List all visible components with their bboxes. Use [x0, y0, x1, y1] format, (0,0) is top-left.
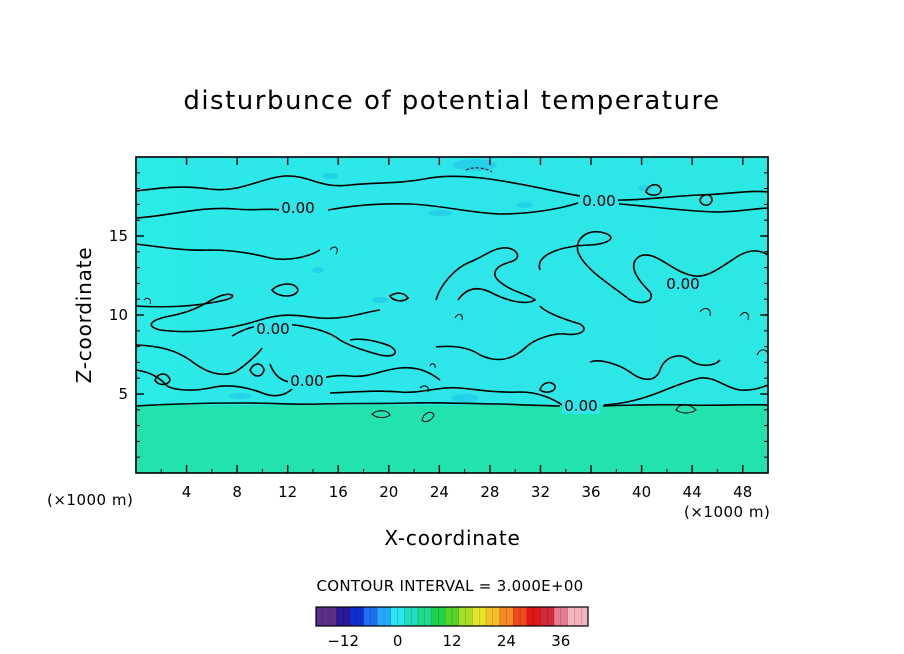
- colorbar-cell: [560, 607, 568, 626]
- chart-title: disturbunce of potential temperature: [183, 86, 721, 116]
- colorbar-cell: [465, 607, 473, 626]
- colorbar-tick-label: 36: [551, 632, 570, 650]
- contour-label: 0.00: [582, 192, 615, 210]
- colorbar-cell: [499, 607, 507, 626]
- colorbar-cell: [316, 607, 324, 626]
- x-tick-label: 20: [379, 483, 398, 501]
- x-tick-label: 48: [733, 483, 752, 501]
- colorbar-cell: [343, 607, 351, 626]
- colorbar-tick-label: 0: [393, 632, 403, 650]
- x-tick-label: 16: [329, 483, 348, 501]
- colorbar-cell: [458, 607, 466, 626]
- colorbar-cell: [438, 607, 446, 626]
- contour-label: 0.00: [564, 397, 597, 415]
- colorbar-cell: [452, 607, 460, 626]
- contour-interval-label: CONTOUR INTERVAL = 3.000E+00: [316, 577, 584, 595]
- colorbar-cell: [370, 607, 378, 626]
- colorbar-cell: [540, 607, 548, 626]
- y-ticks: 5 10 15: [109, 172, 768, 458]
- field-layer: 0.00 0.00 0.00 0.00 0.00 0.00: [136, 157, 768, 473]
- colorbar-cell: [356, 607, 364, 626]
- colorbar-cell: [581, 607, 589, 626]
- y-tick-label: 5: [118, 385, 128, 403]
- contour-label: 0.00: [256, 320, 289, 338]
- colorbar-cell: [472, 607, 480, 626]
- x-unit-label-right: (×1000 m): [684, 503, 771, 521]
- contour-label: 0.00: [666, 275, 699, 293]
- contour-label-bg: [254, 322, 292, 337]
- colorbar-tick-label: 12: [442, 632, 461, 650]
- contour-label-bg: [580, 194, 618, 209]
- colorbar-cell: [513, 607, 521, 626]
- colorbar-cell: [492, 607, 500, 626]
- contour-lines: [136, 175, 768, 407]
- x-tick-label: 4: [182, 483, 192, 501]
- colorbar-cell: [533, 607, 541, 626]
- x-unit-label-left: (×1000 m): [47, 491, 134, 509]
- colorbar-cell: [554, 607, 562, 626]
- blue-patches: [228, 159, 652, 402]
- contour-label-bg: [279, 201, 317, 216]
- colorbar-cell: [547, 607, 555, 626]
- colorbar-cell: [336, 607, 344, 626]
- colorbar-cell: [506, 607, 514, 626]
- contour-labels: 0.00 0.00 0.00 0.00 0.00 0.00: [254, 192, 702, 415]
- colorbar-tick-label: 24: [497, 632, 516, 650]
- contour-lines-thin: [143, 167, 768, 423]
- colorbar-cell: [486, 607, 494, 626]
- colorbar-cell: [322, 607, 330, 626]
- x-tick-label: 36: [581, 483, 600, 501]
- colorbar-cell: [329, 607, 337, 626]
- colorbar-cell: [418, 607, 426, 626]
- contour-label-bg: [664, 277, 702, 292]
- colorbar-cell: [445, 607, 453, 626]
- colorbar-cell: [404, 607, 412, 626]
- colorbar-cell: [574, 607, 582, 626]
- contour-label-bg: [288, 374, 326, 389]
- x-ticks: 4 8 12 16 20 24 28 32 36 40 44 48: [160, 157, 752, 501]
- contour-label: 0.00: [290, 372, 323, 390]
- contour-label: 0.00: [281, 199, 314, 217]
- x-axis-label: X-coordinate: [384, 526, 521, 550]
- colorbar-cell: [479, 607, 487, 626]
- x-tick-label: 24: [430, 483, 449, 501]
- colorbar-tick-label: −12: [327, 632, 359, 650]
- x-tick-label: 28: [480, 483, 499, 501]
- colorbar-cell: [431, 607, 439, 626]
- colorbar-cell: [377, 607, 385, 626]
- y-tick-label: 15: [109, 227, 128, 245]
- x-tick-label: 32: [531, 483, 550, 501]
- x-tick-label: 8: [232, 483, 242, 501]
- colorbar: −12 0 12 24 36: [315, 606, 589, 650]
- colorbar-cell: [397, 607, 405, 626]
- colorbar-cell: [567, 607, 575, 626]
- x-tick-label: 44: [683, 483, 702, 501]
- colorbar-cell: [384, 607, 392, 626]
- lower-layer-fill: [136, 405, 768, 473]
- colorbar-frame: [315, 606, 589, 627]
- x-tick-label: 12: [278, 483, 297, 501]
- colorbar-cell: [424, 607, 432, 626]
- y-tick-label: 10: [109, 306, 128, 324]
- colorbar-cell: [350, 607, 358, 626]
- colorbar-cell: [520, 607, 528, 626]
- contour-label-bg: [562, 399, 600, 414]
- colorbar-cell: [390, 607, 398, 626]
- x-tick-label: 40: [632, 483, 651, 501]
- colorbar-cell: [363, 607, 371, 626]
- colorbar-cell: [526, 607, 534, 626]
- colorbar-cell: [411, 607, 419, 626]
